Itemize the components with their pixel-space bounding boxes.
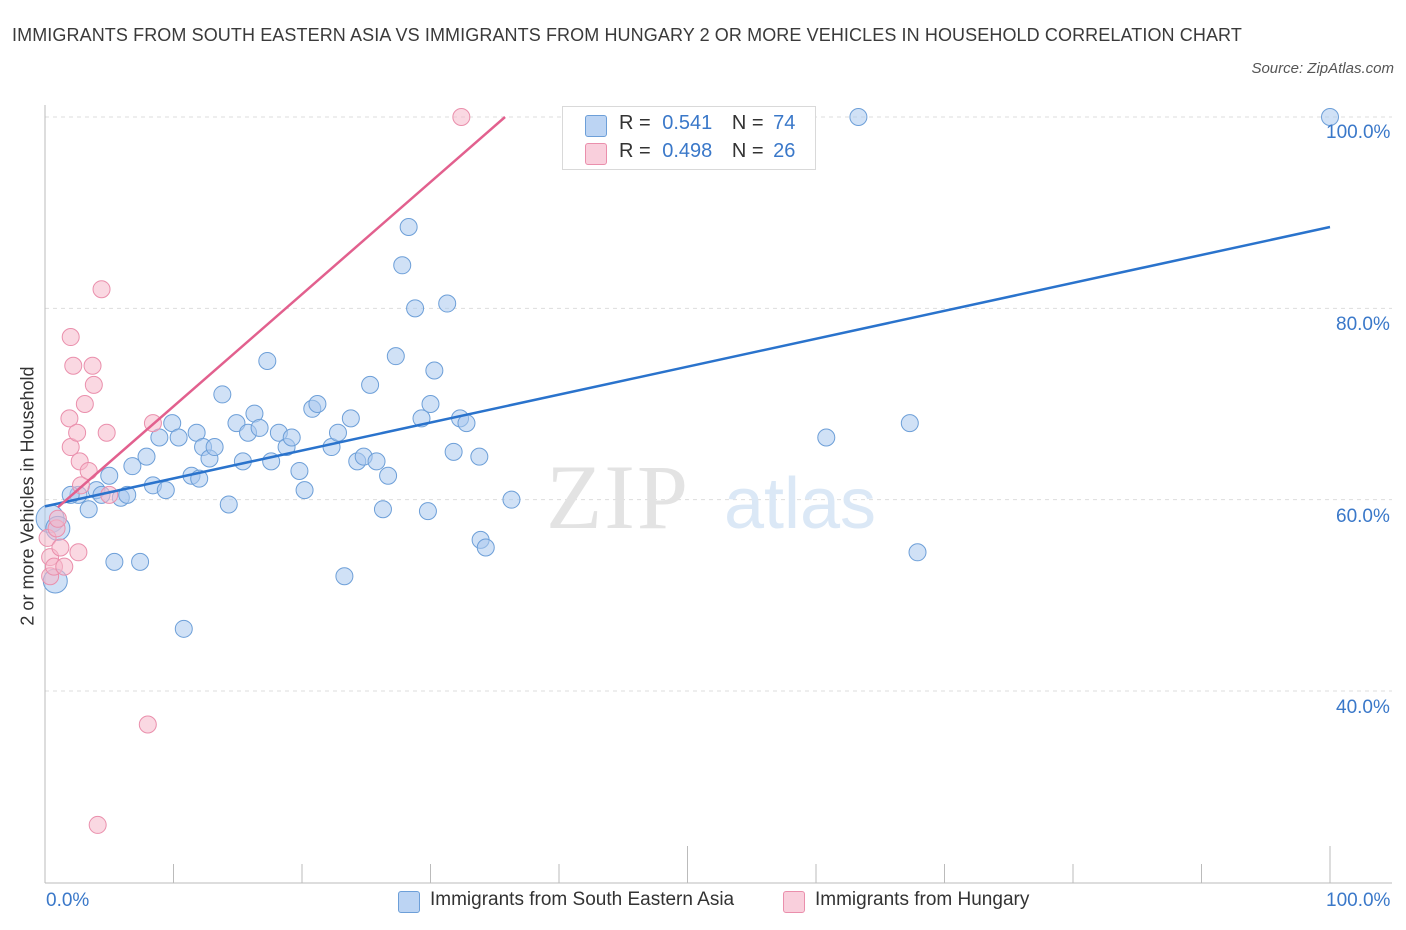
sea-point-56 [421,395,440,413]
hungary-point-8 [60,409,79,428]
legend-label-sea: Immigrants from South Eastern Asia [430,889,735,910]
legend-r-label: R = [619,140,651,162]
y-tick-label-80: 80.0% [1336,314,1390,335]
sea-point-62 [470,447,489,466]
legend-swatch-blue [398,891,420,913]
hungary-point-11 [64,356,83,375]
hungary-point-13 [69,543,88,562]
sea-point-43 [335,567,354,586]
sea-point-8 [105,552,124,571]
sea-point-7 [100,466,119,485]
sea-point-40 [308,395,327,413]
hungary-point-22 [97,423,116,442]
sea-point-11 [123,457,142,476]
sea-point-13 [137,447,156,466]
hungary-point-26 [452,108,471,126]
watermark: ZIP atlas [546,446,876,548]
hungary-point-12 [68,423,87,442]
sea-point-70 [1321,108,1339,126]
hungary-point-10 [61,328,80,347]
sea-point-68 [900,414,919,433]
sea-point-65 [502,490,521,509]
sea-point-59 [444,442,463,461]
hungary-point-17 [79,461,98,480]
legend-label-hungary: Immigrants from Hungary [815,889,1030,910]
watermark-zip: ZIP [546,446,690,548]
sea-point-53 [399,218,418,237]
sea-point-19 [174,619,193,638]
hungary-point-24 [138,715,157,734]
hungary-point-18 [83,356,102,375]
sea-point-52 [393,256,412,275]
sea-point-69 [908,543,927,562]
sea-point-32 [258,351,277,370]
chart-title: IMMIGRANTS FROM SOUTH EASTERN ASIA VS IM… [12,25,1242,45]
trend-line-sea [44,225,1331,508]
trend-lines [44,116,1331,509]
watermark-atlas: atlas [724,464,876,544]
sea-point-26 [219,495,238,514]
hungary-point-5 [48,509,67,528]
hungary-point-7 [55,557,74,576]
sea-point-18 [169,428,188,447]
legend-n-label: N = [731,140,764,162]
sea-point-54 [406,299,425,318]
y-tick-label-60: 60.0% [1336,506,1390,527]
hungary-point-20 [88,815,107,834]
y-tick-label-40: 40.0% [1336,697,1390,718]
sea-point-44 [341,409,360,428]
x-tick-label-100: 100.0% [1326,890,1391,911]
chart-source: Source: ZipAtlas.com [1251,60,1394,77]
x-tick-label-0: 0.0% [46,890,90,911]
sea-point-24 [205,438,224,457]
hungary-point-6 [51,538,70,557]
legend-r-label: R = [619,112,651,134]
series-sea-points [35,108,1339,638]
legend-n-value-sea: 74 [773,112,796,134]
legend-swatch-blue [585,115,607,137]
sea-point-16 [156,481,175,500]
sea-point-37 [290,461,309,480]
legend-r-value-hungary: 0.498 [662,140,713,162]
sea-point-51 [386,347,405,366]
legend-n-value-hungary: 26 [773,140,796,162]
sea-point-50 [379,466,398,485]
gridlines [45,116,1392,692]
y-axis-label: 2 or more Vehicles in Household [17,366,38,626]
sea-point-48 [367,452,386,471]
sea-point-42 [328,423,347,442]
sea-point-57 [425,361,444,380]
hungary-point-16 [75,395,94,413]
sea-point-49 [373,500,392,519]
sea-point-4 [79,500,98,519]
sea-point-66 [817,428,836,447]
legend-r-value-sea: 0.541 [662,112,713,134]
sea-point-25 [213,385,232,404]
legend-swatch-pink [585,143,607,165]
sea-point-67 [849,108,868,126]
sea-point-72 [418,502,437,521]
legend-n-label: N = [731,112,764,134]
axes [44,105,1392,884]
sea-point-36 [282,428,301,447]
sea-point-58 [438,294,457,313]
sea-point-12 [131,552,150,571]
trend-line-hungary [57,116,506,509]
sea-point-47 [361,375,380,394]
legend-swatch-pink [783,891,805,913]
sea-point-38 [295,481,314,500]
hungary-point-19 [84,375,103,394]
y-tick-label-100: 100.0% [1326,122,1391,143]
sea-point-31 [250,418,269,437]
hungary-point-21 [92,280,111,299]
sea-point-27 [227,414,246,433]
stats-legend: R = 0.541 N = 74 R = 0.498 N = 26 [562,106,816,170]
sea-point-64 [476,538,495,557]
